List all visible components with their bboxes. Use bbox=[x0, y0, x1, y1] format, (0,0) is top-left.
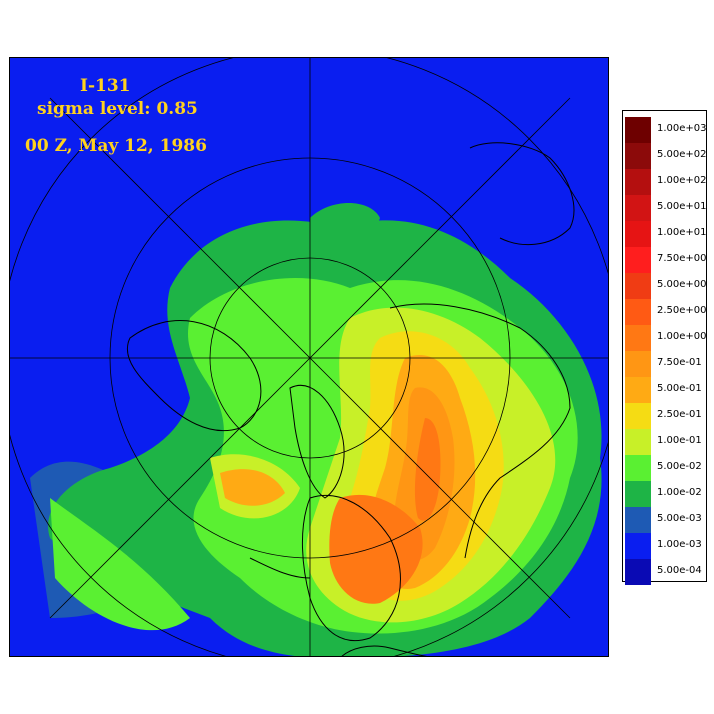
legend-label: 2.50e+00 bbox=[657, 305, 707, 316]
legend-swatch bbox=[625, 117, 651, 143]
legend-item: 2.50e-01 bbox=[623, 403, 706, 429]
legend-label: 1.00e-03 bbox=[657, 539, 702, 550]
legend-swatch bbox=[625, 507, 651, 533]
legend-item: 5.00e+02 bbox=[623, 143, 707, 169]
legend-item: 5.00e-02 bbox=[623, 455, 706, 481]
region-1e-2-north bbox=[310, 203, 380, 247]
legend-swatch bbox=[625, 143, 651, 169]
legend-item: 1.00e+00 bbox=[623, 325, 707, 351]
region-1e0-east bbox=[414, 418, 441, 521]
color-legend: 1.00e+03 5.00e+02 1.00e+02 5.00e+01 1.00e+01… bbox=[622, 110, 707, 585]
legend-item: 5.00e-01 bbox=[623, 377, 706, 403]
legend-label: 5.00e-04 bbox=[657, 565, 702, 576]
legend-swatch bbox=[625, 403, 651, 429]
legend-item: 1.00e-02 bbox=[623, 481, 706, 507]
legend-swatch bbox=[625, 351, 651, 377]
legend-item: 5.00e+00 bbox=[623, 273, 707, 299]
legend-label: 5.00e-01 bbox=[657, 383, 702, 394]
region-5e-1-west bbox=[220, 469, 285, 506]
legend-swatch bbox=[625, 559, 651, 585]
coastlines bbox=[126, 142, 575, 656]
legend-label: 5.00e+02 bbox=[657, 149, 707, 160]
concentration-map: I-131 sigma level: 0.85 00 Z, May 12, 19… bbox=[9, 57, 609, 657]
legend-label: 1.00e+01 bbox=[657, 227, 707, 238]
legend-swatch bbox=[625, 377, 651, 403]
legend-label: 1.00e+02 bbox=[657, 175, 707, 186]
legend-item: 5.00e+01 bbox=[623, 195, 707, 221]
legend-label: 2.50e-01 bbox=[657, 409, 702, 420]
species-label: I-131 bbox=[80, 76, 131, 96]
legend-item: 5.00e-03 bbox=[623, 507, 706, 533]
legend-item: 1.00e-03 bbox=[623, 533, 706, 559]
legend-swatch bbox=[625, 247, 651, 273]
legend-label: 7.50e-01 bbox=[657, 357, 702, 368]
legend-label: 5.00e-03 bbox=[657, 513, 702, 524]
legend-label: 7.50e+00 bbox=[657, 253, 707, 264]
legend-item: 1.00e+01 bbox=[623, 221, 707, 247]
legend-swatch bbox=[625, 533, 651, 559]
legend-label: 1.00e-01 bbox=[657, 435, 702, 446]
map-svg bbox=[10, 58, 608, 656]
legend-label: 5.00e+00 bbox=[657, 279, 707, 290]
graticule bbox=[10, 58, 608, 656]
legend-item: 1.00e+03 bbox=[623, 117, 707, 143]
legend-item: 7.50e+00 bbox=[623, 247, 707, 273]
legend-swatch bbox=[625, 169, 651, 195]
legend-label: 1.00e-02 bbox=[657, 487, 702, 498]
legend-swatch bbox=[625, 455, 651, 481]
legend-label: 1.00e+00 bbox=[657, 331, 707, 342]
legend-swatch bbox=[625, 273, 651, 299]
legend-label: 5.00e+01 bbox=[657, 201, 707, 212]
legend-item: 7.50e-01 bbox=[623, 351, 706, 377]
legend-swatch bbox=[625, 195, 651, 221]
time-label: 00 Z, May 12, 1986 bbox=[25, 136, 207, 156]
legend-swatch bbox=[625, 481, 651, 507]
legend-item: 1.00e+02 bbox=[623, 169, 707, 195]
legend-swatch bbox=[625, 325, 651, 351]
region-5e-2-southwest bbox=[50, 498, 190, 631]
legend-label: 1.00e+03 bbox=[657, 123, 707, 134]
region-1e0 bbox=[329, 494, 423, 604]
legend-label: 5.00e-02 bbox=[657, 461, 702, 472]
legend-swatch bbox=[625, 221, 651, 247]
legend-item: 2.50e+00 bbox=[623, 299, 707, 325]
legend-swatch bbox=[625, 299, 651, 325]
level-label: sigma level: 0.85 bbox=[37, 99, 198, 119]
legend-item: 1.00e-01 bbox=[623, 429, 706, 455]
legend-item: 5.00e-04 bbox=[623, 559, 706, 585]
legend-swatch bbox=[625, 429, 651, 455]
